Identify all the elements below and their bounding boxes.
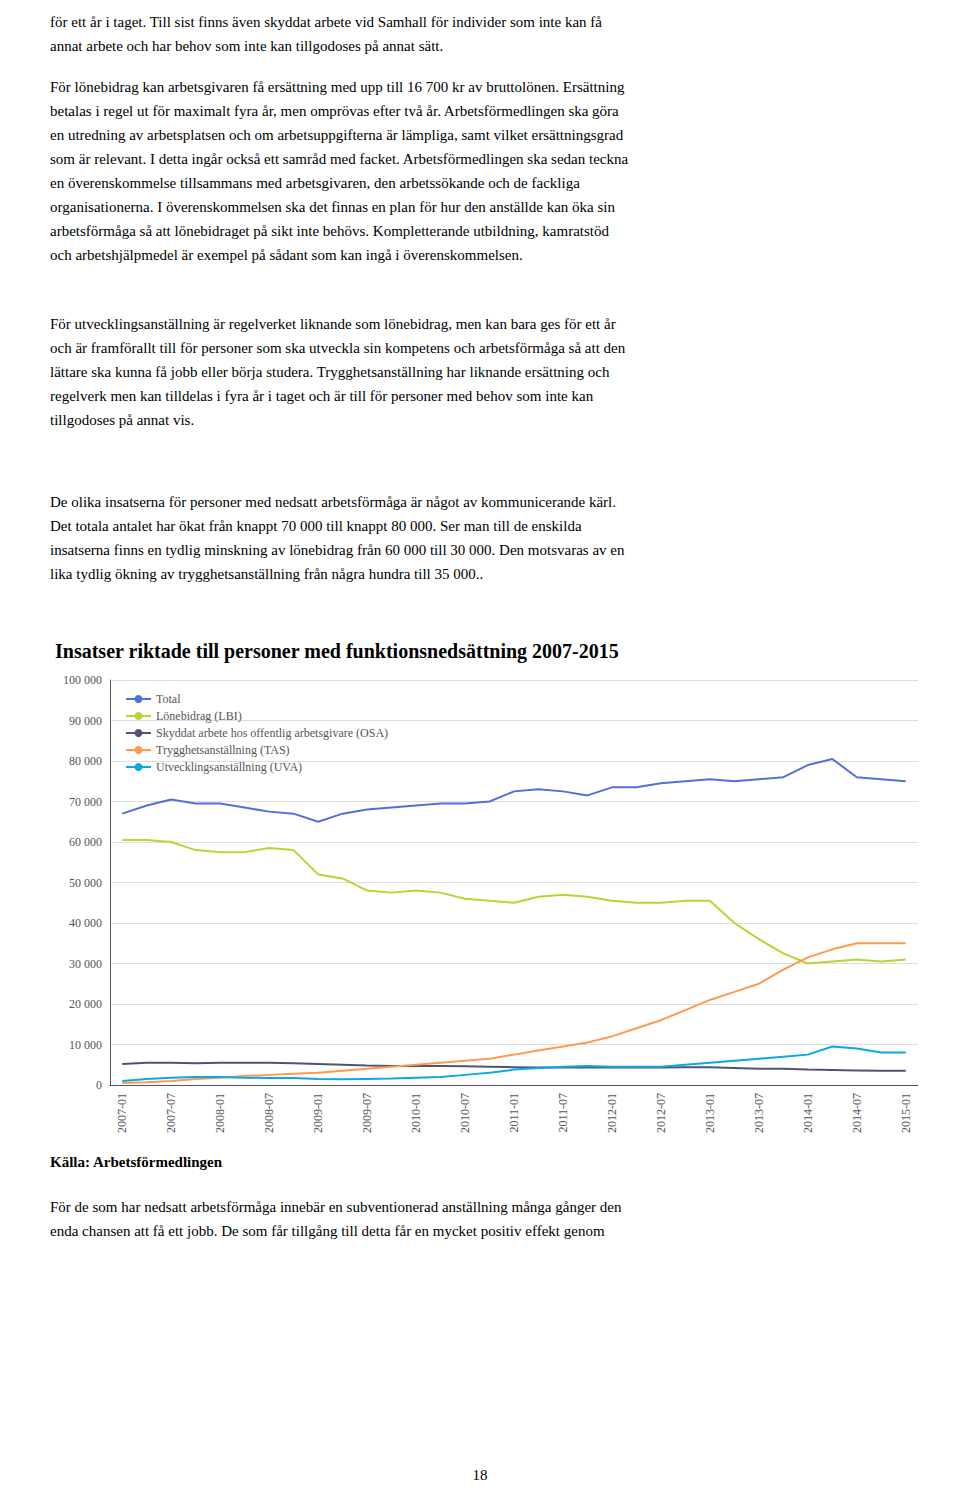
svg-text:Källa: Arbetsförmedlingen: Källa: Arbetsförmedlingen — [50, 1154, 223, 1170]
svg-text:2009-07: 2009-07 — [360, 1093, 374, 1133]
svg-text:Det totala antalet har ökat fr: Det totala antalet har ökat från knappt … — [50, 518, 582, 534]
svg-text:Insatser riktade till personer: Insatser riktade till personer med funkt… — [55, 640, 619, 663]
svg-text:Trygghetsanställning (TAS): Trygghetsanställning (TAS) — [156, 743, 290, 757]
svg-text:De olika insatserna för person: De olika insatserna för personer med ned… — [50, 494, 616, 510]
svg-text:2012-01: 2012-01 — [605, 1093, 619, 1133]
svg-text:50 000: 50 000 — [69, 876, 102, 890]
svg-text:2010-01: 2010-01 — [409, 1093, 423, 1133]
svg-text:och är framförallt till för pe: och är framförallt till för personer som… — [50, 340, 626, 356]
svg-text:tillgodoses på annat vis.: tillgodoses på annat vis. — [50, 412, 194, 428]
svg-text:en överenskommelse tillsammans: en överenskommelse tillsammans med arbet… — [50, 175, 580, 191]
svg-text:30 000: 30 000 — [69, 957, 102, 971]
svg-text:enda chansen att få ett jobb.: enda chansen att få ett jobb. De som får… — [50, 1223, 605, 1239]
svg-text:för ett år i taget. Till sist: för ett år i taget. Till sist finns även… — [50, 14, 602, 30]
svg-text:100 000: 100 000 — [63, 673, 102, 687]
svg-text:För lönebidrag kan arbetsgivar: För lönebidrag kan arbetsgivaren få ersä… — [50, 79, 625, 95]
svg-text:2014-07: 2014-07 — [850, 1093, 864, 1133]
svg-text:Total: Total — [156, 692, 181, 706]
svg-text:en utredning av arbetsplatsen: en utredning av arbetsplatsen och om arb… — [50, 127, 624, 143]
svg-text:0: 0 — [96, 1078, 102, 1092]
svg-text:insatserna finns en tydlig min: insatserna finns en tydlig minskning av … — [50, 542, 625, 558]
svg-text:arbetsförmåga så att lönebidra: arbetsförmåga så att lönebidraget på sik… — [50, 223, 610, 239]
svg-text:70 000: 70 000 — [69, 795, 102, 809]
svg-text:som är relevant. I detta ingår: som är relevant. I detta ingår också ett… — [50, 151, 628, 167]
svg-text:lättare ska kunna få jobb elle: lättare ska kunna få jobb eller börja st… — [50, 364, 610, 380]
svg-text:2010-07: 2010-07 — [458, 1093, 472, 1133]
svg-text:och arbetshjälpmedel är exempe: och arbetshjälpmedel är exempel på sådan… — [50, 247, 523, 263]
svg-text:90 000: 90 000 — [69, 714, 102, 728]
svg-text:2007-07: 2007-07 — [164, 1093, 178, 1133]
svg-text:2008-01: 2008-01 — [213, 1093, 227, 1133]
svg-text:För utvecklingsanställning är: För utvecklingsanställning är regelverke… — [50, 316, 616, 332]
svg-text:2013-01: 2013-01 — [703, 1093, 717, 1133]
svg-text:2009-01: 2009-01 — [311, 1093, 325, 1133]
svg-text:2014-01: 2014-01 — [801, 1093, 815, 1133]
svg-text:80 000: 80 000 — [69, 754, 102, 768]
svg-text:lika tydlig ökning av trygghet: lika tydlig ökning av trygghetsanställni… — [50, 566, 483, 582]
svg-text:2011-07: 2011-07 — [556, 1093, 570, 1133]
svg-text:2011-01: 2011-01 — [507, 1093, 521, 1133]
svg-text:40 000: 40 000 — [69, 916, 102, 930]
svg-text:regelverk men kan tilldelas i: regelverk men kan tilldelas i fyra år i … — [50, 388, 594, 404]
svg-text:annat arbete och har behov som: annat arbete och har behov som inte kan … — [50, 38, 443, 54]
svg-text:betalas i regel ut för maximal: betalas i regel ut för maximalt fyra år,… — [50, 103, 619, 119]
svg-text:Skyddat arbete hos offentlig a: Skyddat arbete hos offentlig arbetsgivar… — [156, 726, 388, 740]
svg-text:2015-01: 2015-01 — [899, 1093, 913, 1133]
svg-text:För de som har nedsatt arbetsf: För de som har nedsatt arbetsförmåga inn… — [50, 1199, 622, 1215]
svg-text:60 000: 60 000 — [69, 835, 102, 849]
svg-text:2012-07: 2012-07 — [654, 1093, 668, 1133]
svg-text:10 000: 10 000 — [69, 1038, 102, 1052]
svg-text:2013-07: 2013-07 — [752, 1093, 766, 1133]
svg-text:18: 18 — [473, 1467, 488, 1483]
svg-text:organisationerna. I överenskom: organisationerna. I överenskommelsen ska… — [50, 199, 615, 215]
svg-text:Utvecklingsanställning (UVA): Utvecklingsanställning (UVA) — [156, 760, 302, 774]
svg-text:Lönebidrag (LBI): Lönebidrag (LBI) — [156, 709, 242, 723]
svg-text:20 000: 20 000 — [69, 997, 102, 1011]
svg-text:2007-01: 2007-01 — [115, 1093, 129, 1133]
svg-text:2008-07: 2008-07 — [262, 1093, 276, 1133]
